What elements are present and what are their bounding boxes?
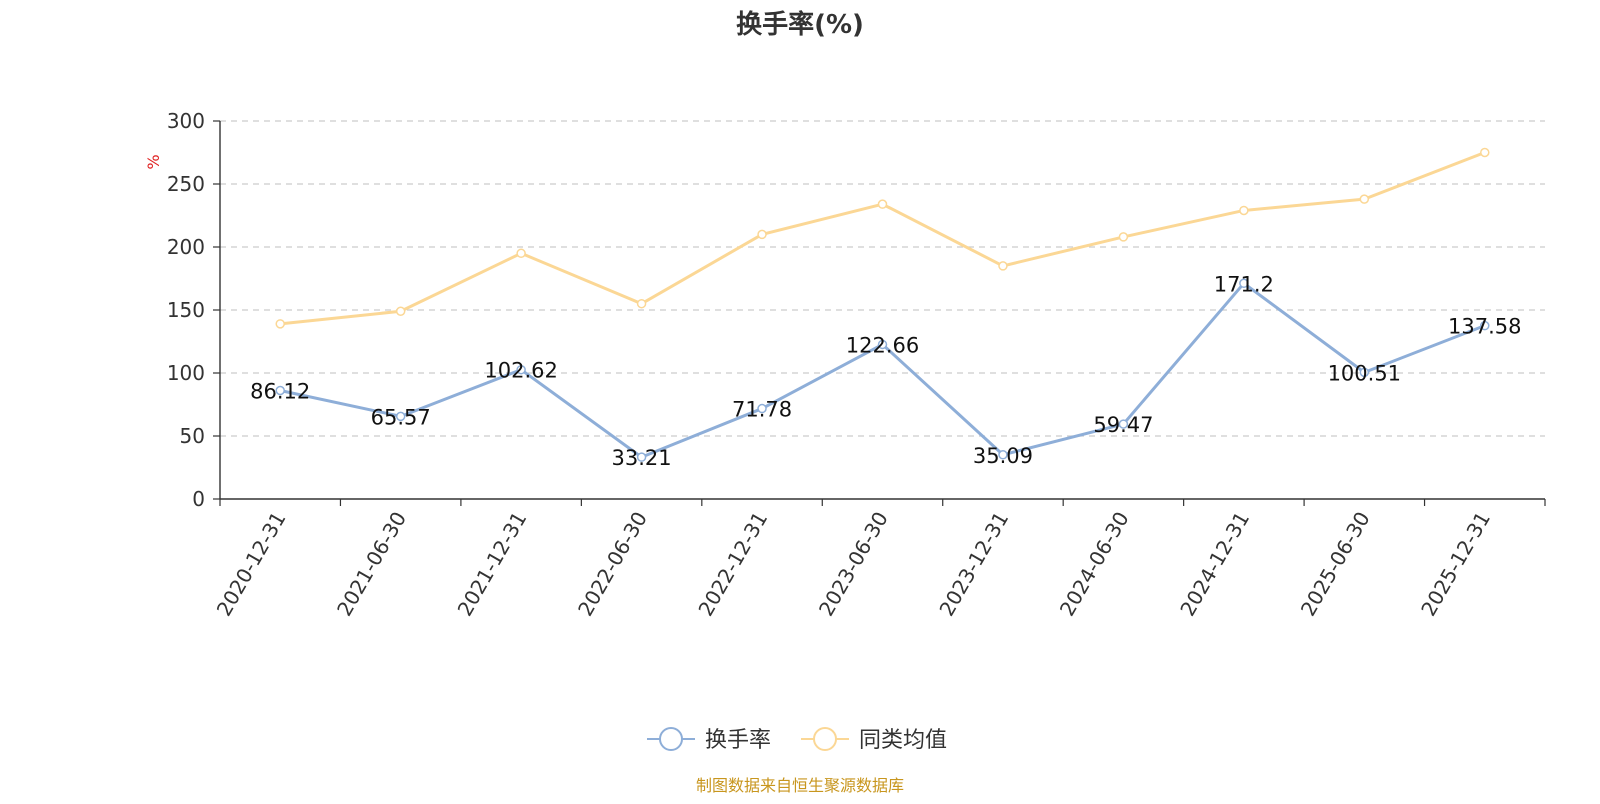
data-point-peer-average[interactable]: [516, 248, 526, 259]
x-tick-label: 2021-12-31: [453, 508, 532, 621]
data-point-peer-average[interactable]: [1118, 232, 1129, 242]
data-point-turnover[interactable]: [1239, 278, 1249, 289]
data-label: 100.51: [1328, 361, 1401, 385]
data-label: 171.2: [1214, 272, 1274, 296]
series-line-peer-average: [280, 151, 1486, 326]
data-point-peer-average[interactable]: [1480, 147, 1490, 158]
x-tick-label: 2023-06-30: [814, 508, 893, 621]
data-point-peer-average[interactable]: [636, 298, 647, 309]
legend-item-peer-average[interactable]: 同类均值: [801, 727, 947, 753]
data-point-turnover[interactable]: [1118, 419, 1129, 429]
legend-item-turnover[interactable]: 换手率: [647, 727, 771, 753]
legend[interactable]: 换手率 同类均值: [647, 727, 947, 753]
data-point-turnover[interactable]: [636, 452, 647, 462]
y-axis-unit-label: %: [144, 154, 163, 169]
data-point-peer-average[interactable]: [757, 229, 767, 240]
data-labels: 86.12 65.57 102.62 33.21 71.78 122.66 35.09 59.…: [250, 272, 1521, 470]
data-label: 102.62: [484, 359, 557, 383]
data-point-peer-average[interactable]: [395, 306, 406, 317]
data-label: 71.78: [732, 398, 792, 422]
data-point-peer-average[interactable]: [1359, 194, 1370, 204]
x-tick-label: 2021-06-30: [332, 508, 411, 621]
x-tick-label: 2020-12-31: [212, 508, 291, 621]
y-tick-label: 50: [180, 424, 205, 448]
data-point-peer-average[interactable]: [998, 261, 1008, 271]
y-tick-label: 150: [167, 298, 205, 322]
data-label: 65.57: [371, 405, 431, 429]
data-point-turnover[interactable]: [1480, 320, 1490, 331]
legend-circle-icon: [813, 727, 837, 751]
data-label: 35.09: [973, 444, 1033, 468]
data-point-peer-average[interactable]: [275, 319, 285, 329]
legend-circle-icon: [659, 727, 683, 751]
grid-lines: [220, 120, 1545, 437]
legend-label: 同类均值: [859, 728, 947, 753]
data-point-turnover[interactable]: [998, 450, 1008, 460]
data-point-turnover[interactable]: [877, 339, 888, 350]
data-label: 33.21: [612, 446, 672, 470]
data-label: 86.12: [250, 379, 310, 403]
data-point-peer-average[interactable]: [877, 199, 888, 209]
x-tick-label: 2022-06-30: [573, 508, 652, 621]
x-tick-label: 2024-12-31: [1175, 508, 1254, 621]
y-tick-label: 100: [167, 361, 205, 385]
series-layer: [275, 147, 1490, 462]
series-line-turnover: [279, 281, 1486, 459]
data-label: 59.47: [1093, 413, 1153, 437]
chart-title: 换手率(%): [736, 9, 864, 40]
y-tick-label: 0: [192, 487, 205, 511]
data-point-turnover[interactable]: [1359, 367, 1370, 378]
x-tick-label: 2023-12-31: [934, 508, 1013, 621]
y-tick-label: 250: [167, 172, 205, 196]
x-tick-label: 2024-06-30: [1055, 508, 1134, 621]
data-point-turnover[interactable]: [516, 364, 526, 375]
legend-label: 换手率: [705, 728, 771, 753]
data-label: 137.58: [1448, 315, 1521, 339]
data-point-peer-average[interactable]: [1239, 205, 1249, 216]
x-tick-label: 2025-12-31: [1416, 508, 1495, 621]
data-point-turnover[interactable]: [395, 411, 406, 422]
x-tick-label: 2025-06-30: [1296, 508, 1375, 621]
y-tick-label: 300: [167, 109, 205, 133]
x-tick-label: 2022-12-31: [693, 508, 772, 621]
y-tick-label: 200: [167, 235, 205, 259]
data-point-turnover[interactable]: [757, 403, 767, 414]
data-label: 122.66: [846, 333, 919, 357]
data-source-footer: 制图数据来自恒生聚源数据库: [696, 776, 904, 795]
data-point-turnover[interactable]: [275, 385, 285, 396]
